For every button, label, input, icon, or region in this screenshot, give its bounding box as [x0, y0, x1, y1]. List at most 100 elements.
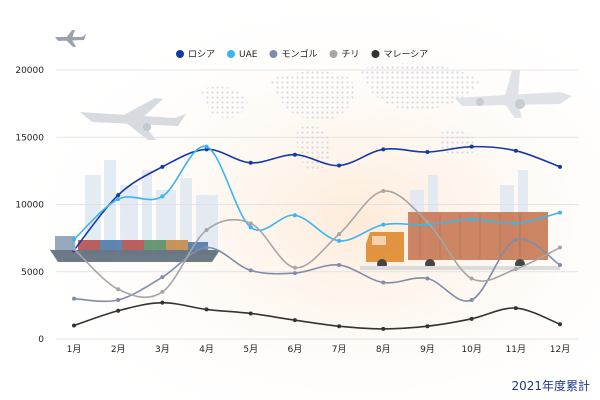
x-tick-label: 10月: [461, 344, 481, 355]
data-point-mongolia: [204, 245, 209, 250]
data-point-chile: [381, 189, 386, 194]
airplane-icon: [80, 98, 186, 140]
data-point-malaysia: [381, 326, 386, 331]
data-point-uae: [248, 225, 253, 230]
data-point-uae: [381, 222, 386, 227]
y-tick-label: 15000: [15, 133, 44, 143]
legend-label-mongolia: モンゴル: [281, 48, 317, 60]
data-point-mongolia: [425, 276, 430, 281]
data-point-uae: [337, 238, 342, 243]
y-axis-ticks: 0 5000 10000 15000 20000: [15, 66, 44, 345]
airplane-icon: [455, 70, 572, 118]
data-point-malaysia: [116, 308, 121, 313]
data-point-mongolia: [558, 263, 562, 268]
x-tick-label: 5月: [243, 344, 258, 355]
y-tick-label: 10000: [15, 201, 44, 211]
x-tick-label: 8月: [376, 344, 391, 355]
x-tick-label: 1月: [67, 344, 82, 355]
data-point-uae: [292, 213, 297, 218]
footer-note: 2021年度累計: [511, 379, 590, 393]
data-point-mongolia: [292, 271, 297, 276]
data-point-russia: [337, 163, 342, 168]
y-tick-label: 20000: [15, 66, 44, 76]
data-point-mongolia: [469, 297, 474, 302]
data-point-chile: [116, 287, 121, 292]
data-point-uae: [469, 217, 474, 222]
series-lines: [72, 144, 562, 331]
data-point-malaysia: [248, 311, 253, 316]
data-point-chile: [292, 265, 297, 270]
data-point-uae: [116, 197, 121, 202]
legend-marker-malaysia: [371, 50, 380, 58]
data-point-malaysia: [292, 318, 297, 323]
data-point-malaysia: [469, 316, 474, 321]
data-point-chile: [248, 221, 253, 226]
gridlines: [56, 69, 578, 340]
y-tick-label: 0: [38, 335, 44, 345]
legend-marker-russia: [176, 50, 184, 58]
legend-label-chile: チリ: [341, 49, 359, 60]
series-line-malaysia: [73, 301, 561, 330]
data-point-russia: [160, 164, 165, 169]
legend-marker-uae: [227, 50, 236, 58]
airplane-icon: [55, 30, 86, 47]
data-point-russia: [381, 147, 386, 152]
x-tick-label: 6月: [288, 344, 303, 355]
data-point-mongolia: [381, 280, 386, 285]
data-point-malaysia: [558, 322, 562, 327]
data-point-uae: [204, 144, 209, 149]
data-point-chile: [72, 246, 76, 251]
x-tick-label: 3月: [155, 344, 170, 355]
world-map-icon: [200, 63, 480, 172]
data-point-malaysia: [204, 307, 209, 312]
data-point-chile: [425, 219, 430, 224]
data-point-mongolia: [337, 263, 342, 268]
y-tick-label: 5000: [21, 268, 44, 278]
cargo-ship-icon: [50, 236, 220, 262]
data-point-chile: [558, 245, 562, 250]
data-point-russia: [116, 193, 121, 198]
data-point-uae: [72, 237, 76, 242]
data-point-uae: [513, 221, 518, 226]
legend-label-uae: UAE: [239, 50, 258, 60]
x-tick-label: 7月: [332, 344, 347, 355]
x-tick-label: 2月: [111, 344, 126, 355]
series-line-russia: [73, 145, 561, 251]
series-line-chile: [73, 190, 561, 299]
data-point-russia: [425, 150, 430, 155]
data-point-chile: [513, 267, 518, 272]
data-point-russia: [558, 164, 562, 169]
legend-label-malaysia: マレーシア: [383, 50, 428, 60]
x-tick-label: 12月: [550, 344, 570, 355]
data-point-chile: [160, 289, 165, 294]
x-tick-label: 11月: [506, 344, 526, 355]
data-point-uae: [160, 194, 165, 199]
data-point-chile: [469, 276, 474, 281]
series-line-mongolia: [73, 237, 561, 303]
data-point-chile: [204, 228, 209, 233]
x-tick-label: 4月: [199, 344, 214, 355]
data-point-russia: [513, 148, 518, 153]
legend-label-russia: ロシア: [188, 50, 215, 60]
data-point-uae: [558, 210, 562, 215]
data-point-malaysia: [513, 306, 518, 311]
data-point-russia: [469, 144, 474, 149]
legend-marker-chile: [329, 50, 338, 58]
x-axis-ticks: 1月 2月 3月 4月 5月 6月 7月 8月 9月 10月 11月 12月: [67, 344, 571, 355]
data-point-mongolia: [72, 296, 76, 301]
data-point-mongolia: [248, 268, 253, 273]
data-point-mongolia: [160, 275, 165, 280]
data-point-mongolia: [116, 297, 121, 302]
data-point-chile: [337, 232, 342, 237]
data-point-malaysia: [160, 300, 165, 305]
data-point-mongolia: [513, 237, 518, 242]
data-point-russia: [248, 160, 253, 165]
data-point-malaysia: [337, 324, 342, 329]
data-point-malaysia: [72, 323, 76, 328]
x-tick-label: 9月: [420, 344, 435, 355]
data-point-russia: [292, 152, 297, 157]
legend: ロシア UAE モンゴル チリ マレーシア: [176, 48, 428, 60]
